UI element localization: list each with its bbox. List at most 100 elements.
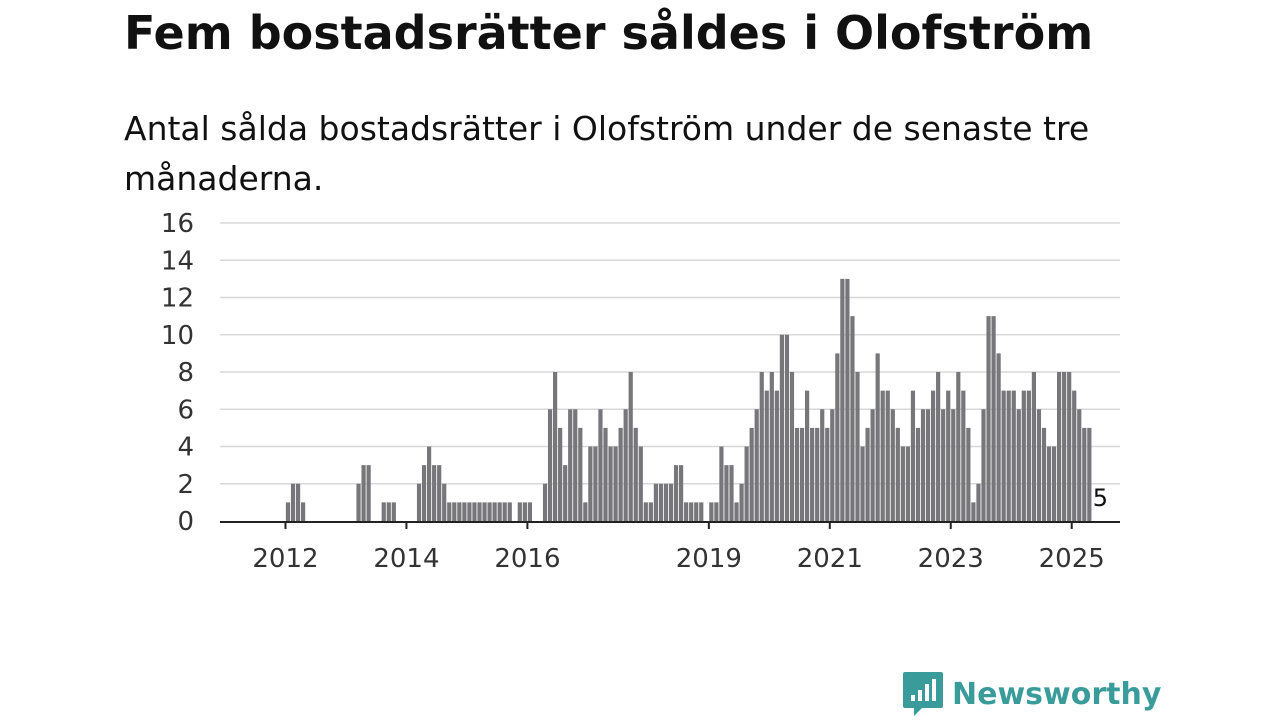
bar [890, 409, 895, 521]
bar [860, 446, 865, 521]
bar [1087, 427, 1092, 522]
bar [457, 502, 462, 522]
bar [598, 409, 603, 521]
y-tick-label: 2 [177, 470, 194, 500]
bar [1077, 409, 1082, 521]
bar [583, 502, 588, 522]
bar [623, 409, 628, 521]
chart-subtitle: Antal sålda bostadsrätter i Olofström un… [124, 109, 1090, 198]
bar [295, 483, 301, 521]
bar [452, 502, 457, 522]
bar [981, 409, 986, 521]
bar [563, 465, 568, 522]
y-tick-label: 16 [161, 209, 194, 239]
bar [573, 409, 578, 521]
bar [684, 502, 689, 522]
bar [673, 465, 679, 522]
bar [915, 427, 921, 522]
bar [1072, 390, 1077, 522]
x-tick-label: 2016 [494, 544, 560, 574]
bar [1021, 390, 1026, 522]
bar [1051, 446, 1057, 521]
y-tick-label: 12 [161, 284, 194, 314]
bar [547, 409, 553, 521]
bar [679, 465, 684, 522]
bar [558, 427, 563, 522]
bar [865, 427, 870, 522]
x-tick-label: 2025 [1039, 544, 1105, 574]
y-axis-ticks: 0 2 4 6 8 10 12 14 16 [161, 209, 194, 537]
bar [497, 502, 502, 522]
bar [356, 483, 361, 521]
bar [875, 353, 880, 522]
bar [759, 372, 764, 521]
bar [1011, 390, 1016, 522]
bar [663, 483, 669, 521]
bar [1057, 372, 1062, 521]
bar [825, 427, 830, 522]
bar [578, 427, 583, 522]
bar [507, 502, 512, 522]
bar [815, 427, 820, 522]
bar [427, 446, 432, 521]
bar [931, 390, 936, 522]
bar [799, 427, 805, 522]
bar [608, 446, 613, 521]
bar [638, 446, 643, 521]
bar [774, 390, 779, 522]
bar [381, 502, 386, 522]
bar [1026, 390, 1031, 522]
bar [658, 483, 664, 521]
last-value-label: 5 [1093, 484, 1108, 512]
bar [492, 502, 497, 522]
bar [391, 502, 396, 522]
bar [613, 446, 618, 521]
x-axis-ticks: 2012 2014 2016 2019 2021 2023 2025 [252, 522, 1105, 574]
bar [880, 390, 885, 522]
bar [1001, 390, 1006, 522]
bar [416, 483, 422, 521]
bar [714, 502, 719, 522]
bar [810, 427, 815, 522]
bar [361, 465, 366, 522]
bar [699, 502, 704, 522]
bar [734, 502, 739, 522]
bar [1082, 427, 1087, 522]
y-tick-label: 14 [161, 246, 194, 276]
bar [769, 372, 774, 521]
x-tick-label: 2012 [252, 544, 318, 574]
bar [648, 502, 653, 522]
bar [754, 409, 759, 521]
bar [542, 483, 548, 521]
bars [285, 278, 1092, 522]
bar [285, 502, 291, 522]
bar [794, 427, 800, 522]
bar [1062, 372, 1067, 521]
bar [870, 409, 875, 521]
bar [729, 465, 734, 522]
bar [885, 390, 890, 522]
bar [845, 278, 850, 522]
bar [694, 502, 699, 522]
bar [522, 502, 527, 522]
bar [477, 502, 482, 522]
bar [925, 409, 931, 521]
bar [966, 427, 971, 522]
bar [527, 502, 532, 522]
bar [628, 372, 633, 521]
bar [1036, 409, 1042, 521]
bar [941, 409, 946, 521]
bar [472, 502, 477, 522]
bar [442, 483, 447, 521]
y-tick-label: 10 [161, 321, 194, 351]
brand-name: Newsworthy [952, 676, 1162, 712]
bar [653, 483, 658, 521]
bar [991, 316, 996, 522]
bar [779, 334, 784, 521]
bar [946, 390, 951, 522]
bar [593, 446, 598, 521]
bar [905, 446, 910, 521]
bar [432, 465, 437, 522]
bar [855, 372, 860, 521]
